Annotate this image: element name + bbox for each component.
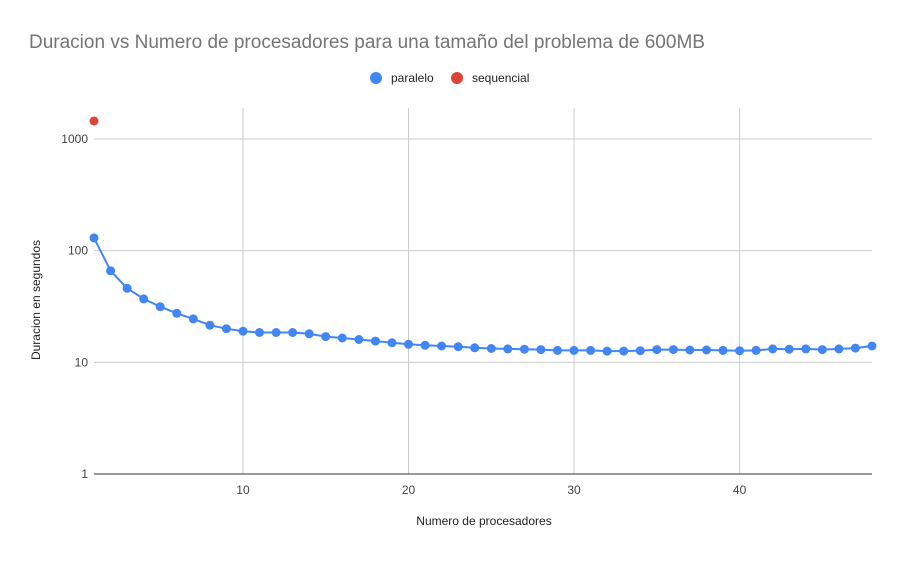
data-point-paralelo[interactable] [652, 345, 662, 355]
data-point-paralelo[interactable] [420, 340, 430, 350]
data-point-paralelo[interactable] [122, 283, 132, 293]
data-point-paralelo[interactable] [139, 294, 149, 304]
y-tick-label: 1000 [61, 132, 88, 146]
data-point-paralelo[interactable] [486, 344, 496, 353]
legend-label-sequencial: sequencial [472, 71, 529, 85]
data-point-paralelo[interactable] [867, 341, 877, 351]
data-point-paralelo[interactable] [569, 345, 579, 355]
data-point-paralelo[interactable] [404, 339, 413, 349]
data-point-paralelo[interactable] [205, 320, 215, 330]
data-point-paralelo[interactable] [288, 328, 298, 337]
data-point-paralelo[interactable] [850, 343, 860, 353]
data-point-paralelo[interactable] [321, 332, 331, 342]
data-point-paralelo[interactable] [172, 308, 182, 318]
data-point-paralelo[interactable] [536, 345, 546, 355]
y-tick-label: 100 [68, 244, 88, 258]
data-point-paralelo[interactable] [602, 346, 612, 356]
legend-item-sequencial[interactable]: sequencial [451, 71, 529, 85]
data-point-paralelo[interactable] [702, 345, 711, 355]
data-point-paralelo[interactable] [221, 324, 231, 334]
y-tick-label: 10 [75, 355, 89, 369]
data-point-paralelo[interactable] [453, 342, 463, 352]
data-point-paralelo[interactable] [337, 333, 347, 343]
legend-marker-sequencial [451, 72, 463, 84]
data-point-paralelo[interactable] [834, 344, 844, 354]
data-point-paralelo[interactable] [801, 344, 811, 354]
gridlines [94, 108, 872, 475]
data-point-paralelo[interactable] [354, 335, 364, 344]
series-line-paralelo [93, 237, 873, 353]
legend: paralelo sequencial [370, 71, 529, 85]
data-point-paralelo[interactable] [768, 344, 778, 354]
data-point-sequencial[interactable] [89, 116, 99, 126]
data-point-paralelo[interactable] [271, 328, 281, 337]
y-tick-label: 1 [81, 467, 88, 481]
data-point-paralelo[interactable] [784, 344, 794, 354]
data-point-paralelo[interactable] [89, 233, 99, 243]
data-point-paralelo[interactable] [238, 326, 248, 336]
data-point-paralelo[interactable] [751, 345, 761, 355]
data-point-paralelo[interactable] [304, 329, 314, 339]
data-point-paralelo[interactable] [619, 346, 629, 356]
series-marks [89, 116, 877, 356]
data-point-paralelo[interactable] [519, 344, 529, 354]
data-point-paralelo[interactable] [106, 266, 116, 276]
data-point-paralelo[interactable] [470, 343, 480, 353]
data-point-paralelo[interactable] [155, 302, 165, 312]
x-tick-label: 40 [733, 483, 747, 497]
legend-marker-paralelo [370, 72, 382, 84]
data-point-paralelo[interactable] [735, 346, 745, 356]
data-point-paralelo[interactable] [685, 345, 695, 355]
x-tick-label: 10 [236, 483, 250, 497]
data-point-paralelo[interactable] [668, 345, 678, 355]
legend-item-paralelo[interactable]: paralelo [370, 71, 434, 85]
data-point-paralelo[interactable] [188, 314, 198, 324]
data-point-paralelo[interactable] [635, 346, 645, 356]
data-point-paralelo[interactable] [255, 328, 264, 337]
data-point-paralelo[interactable] [370, 336, 380, 346]
data-point-paralelo[interactable] [437, 341, 447, 351]
y-axis-label: Duracion en segundos [29, 240, 43, 360]
data-point-paralelo[interactable] [553, 345, 562, 355]
x-tick-label: 20 [402, 483, 416, 497]
data-point-paralelo[interactable] [387, 338, 397, 348]
x-axis-label: Numero de procesadores [416, 514, 551, 528]
data-point-paralelo[interactable] [718, 345, 728, 355]
tick-labels: 1 10 100 1000 10 20 30 40 [61, 132, 746, 497]
chart-title: Duracion vs Numero de procesadores para … [29, 32, 705, 53]
x-tick-label: 30 [567, 483, 581, 497]
data-point-paralelo[interactable] [586, 345, 596, 355]
legend-label-paralelo: paralelo [391, 71, 434, 85]
data-point-paralelo[interactable] [503, 344, 513, 354]
data-point-paralelo[interactable] [817, 345, 827, 355]
